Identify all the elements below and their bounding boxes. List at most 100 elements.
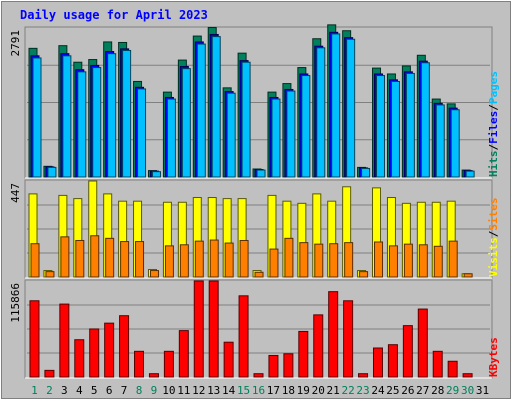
bar-sites-day-7 bbox=[120, 241, 130, 278]
bar-sites-day-24 bbox=[374, 241, 384, 278]
bar-kbytes-day-11 bbox=[178, 330, 189, 378]
x-tick-label-day-12: 12 bbox=[192, 384, 205, 397]
bar-kbytes-day-12 bbox=[193, 280, 204, 378]
bar-pages-day-20 bbox=[316, 47, 326, 178]
x-tick-label-day-22: 22 bbox=[341, 384, 354, 397]
legend-entry-hits: Hits bbox=[487, 151, 500, 178]
bar-pages-day-2 bbox=[47, 166, 57, 178]
bar-pages-day-24 bbox=[376, 75, 386, 178]
bar-kbytes-day-23 bbox=[358, 373, 369, 378]
bar-kbytes-day-24 bbox=[372, 347, 383, 378]
bar-kbytes-day-14 bbox=[223, 341, 234, 378]
x-tick-label-day-4: 4 bbox=[76, 384, 83, 397]
x-tick-label-day-26: 26 bbox=[401, 384, 414, 397]
bar-pages-day-10 bbox=[166, 98, 176, 178]
y-axis-max-label-hits-files-pages: 2791 bbox=[9, 30, 22, 57]
bar-sites-day-27 bbox=[418, 244, 428, 278]
bar-sites-day-6 bbox=[105, 237, 115, 278]
bar-sites-day-21 bbox=[329, 243, 339, 278]
legend-separator: / bbox=[487, 230, 500, 237]
bar-pages-day-22 bbox=[346, 38, 356, 178]
bar-sites-day-5 bbox=[90, 235, 100, 278]
bar-kbytes-day-28 bbox=[432, 350, 443, 378]
legend-entry-kbytes: KBytes bbox=[487, 337, 500, 377]
bar-kbytes-day-7 bbox=[119, 315, 130, 378]
bar-sites-day-30 bbox=[463, 273, 473, 278]
legend-kbytes: KBytes bbox=[487, 337, 500, 377]
x-tick-label-day-7: 7 bbox=[121, 384, 128, 397]
x-tick-label-day-28: 28 bbox=[431, 384, 444, 397]
x-tick-label-day-15: 15 bbox=[237, 384, 250, 397]
x-tick-label-day-20: 20 bbox=[312, 384, 325, 397]
bar-sites-day-9 bbox=[149, 270, 159, 278]
bar-pages-day-11 bbox=[181, 68, 191, 178]
legend-separator: / bbox=[487, 144, 500, 151]
bar-sites-day-10 bbox=[164, 245, 174, 278]
x-tick-label-day-17: 17 bbox=[267, 384, 280, 397]
bar-pages-day-3 bbox=[62, 55, 72, 178]
legend-hits-files-pages: Hits/Files/Pages bbox=[487, 71, 500, 177]
x-tick-label-day-27: 27 bbox=[416, 384, 429, 397]
bar-pages-day-30 bbox=[465, 170, 475, 178]
bar-kbytes-day-27 bbox=[417, 308, 428, 378]
bar-sites-day-19 bbox=[299, 242, 309, 278]
x-tick-label-day-1: 1 bbox=[31, 384, 38, 397]
bar-kbytes-day-8 bbox=[134, 350, 145, 378]
chart-panels: 2791Hits/Files/Pages447Visits/Sites11586… bbox=[9, 24, 500, 379]
x-tick-label-day-13: 13 bbox=[207, 384, 220, 397]
bar-kbytes-day-5 bbox=[89, 328, 100, 378]
bar-sites-day-4 bbox=[75, 239, 85, 278]
legend-entry-pages: Pages bbox=[487, 71, 500, 104]
legend-entry-visits: Visits bbox=[487, 237, 500, 277]
bar-pages-day-18 bbox=[286, 90, 296, 178]
bar-kbytes-day-4 bbox=[74, 339, 85, 378]
bar-sites-day-25 bbox=[388, 245, 398, 278]
x-tick-label-day-30: 30 bbox=[461, 384, 474, 397]
bar-pages-day-19 bbox=[301, 75, 311, 178]
bar-kbytes-day-18 bbox=[283, 353, 294, 378]
bar-sites-day-26 bbox=[403, 243, 413, 278]
bar-pages-day-17 bbox=[271, 98, 281, 178]
bar-pages-day-29 bbox=[450, 109, 460, 178]
x-tick-label-day-18: 18 bbox=[282, 384, 295, 397]
x-tick-label-day-5: 5 bbox=[91, 384, 98, 397]
bar-kbytes-day-29 bbox=[447, 360, 458, 378]
bar-sites-day-18 bbox=[284, 237, 294, 278]
bar-pages-day-28 bbox=[435, 104, 445, 178]
legend-entry-sites: Sites bbox=[487, 198, 500, 231]
bar-kbytes-day-10 bbox=[163, 350, 174, 378]
bar-pages-day-7 bbox=[122, 49, 132, 178]
bar-sites-day-8 bbox=[135, 241, 145, 278]
bar-sites-day-12 bbox=[194, 240, 204, 278]
x-tick-label-day-23: 23 bbox=[356, 384, 369, 397]
x-tick-label-day-11: 11 bbox=[177, 384, 190, 397]
x-tick-label-day-3: 3 bbox=[61, 384, 68, 397]
bar-kbytes-day-25 bbox=[387, 344, 398, 378]
bar-kbytes-day-19 bbox=[298, 330, 309, 378]
bar-kbytes-day-15 bbox=[238, 295, 249, 378]
chart-title: Daily usage for April 2023 bbox=[20, 8, 208, 22]
bar-pages-day-16 bbox=[256, 169, 266, 178]
x-tick-label-day-21: 21 bbox=[327, 384, 340, 397]
bar-pages-day-8 bbox=[137, 88, 147, 178]
bar-sites-day-2 bbox=[45, 271, 55, 278]
x-tick-label-day-25: 25 bbox=[386, 384, 399, 397]
bar-kbytes-day-1 bbox=[29, 300, 40, 378]
y-axis-max-label-kbytes: 115866 bbox=[9, 283, 22, 323]
bar-sites-day-17 bbox=[269, 248, 279, 278]
bar-sites-day-23 bbox=[359, 271, 369, 278]
y-axis-max-label-visits-sites: 447 bbox=[9, 183, 22, 203]
bar-pages-day-4 bbox=[77, 71, 87, 178]
bar-kbytes-day-6 bbox=[104, 322, 115, 378]
bar-pages-day-14 bbox=[226, 92, 236, 178]
legend-visits-sites: Visits/Sites bbox=[487, 198, 500, 278]
bar-pages-day-23 bbox=[361, 167, 371, 178]
bar-pages-day-15 bbox=[241, 61, 251, 178]
legend-separator: / bbox=[487, 104, 500, 111]
bar-sites-day-15 bbox=[239, 239, 249, 278]
bar-sites-day-11 bbox=[179, 244, 189, 278]
bar-kbytes-day-30 bbox=[462, 373, 473, 378]
